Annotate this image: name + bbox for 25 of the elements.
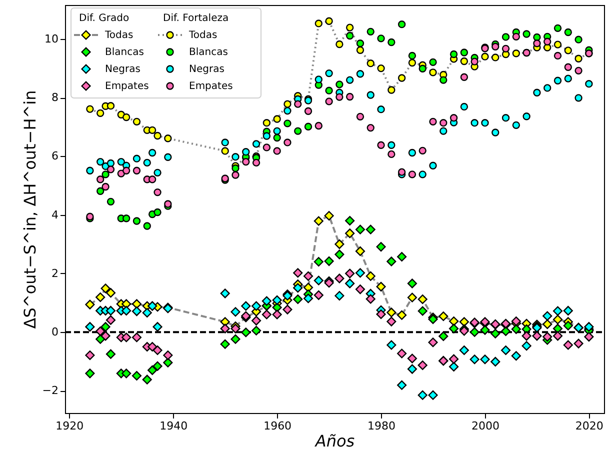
legend-label: Negras: [189, 64, 224, 75]
text: Dif. Grado: [79, 13, 130, 24]
y-tick-label: 0: [52, 326, 58, 339]
x-tick-label: 1960: [264, 420, 292, 432]
x-tick-label: 2020: [575, 420, 604, 432]
x-tick-label: 1980: [368, 420, 396, 432]
y-tick-label: 2: [52, 266, 58, 280]
legend-label: Todas: [188, 30, 218, 41]
y-tick-label: 10: [44, 32, 58, 46]
y-axis-title: ΔS^out−S^in, ΔH^out−H^in: [20, 90, 40, 329]
legend-label: Negras: [105, 64, 140, 75]
legend-label: Blancas: [105, 47, 144, 58]
y-tick-label: −2: [42, 384, 58, 398]
y-tick-label: 6: [52, 150, 58, 163]
x-axis-title: Años: [314, 432, 355, 450]
legend-label: Empates: [105, 81, 149, 92]
y-tick-label: 8: [52, 91, 58, 104]
x-tick-label: 1940: [160, 420, 188, 432]
legend-label: Blancas: [189, 47, 228, 58]
y-tick-label: 4: [52, 208, 58, 222]
legend-label: Empates: [189, 81, 233, 92]
x-tick-label: 1920: [56, 420, 84, 432]
x-tick-label: 2000: [471, 420, 500, 432]
legend-label: Todas: [104, 30, 134, 41]
text: Dif. Fortaleza: [163, 13, 229, 24]
